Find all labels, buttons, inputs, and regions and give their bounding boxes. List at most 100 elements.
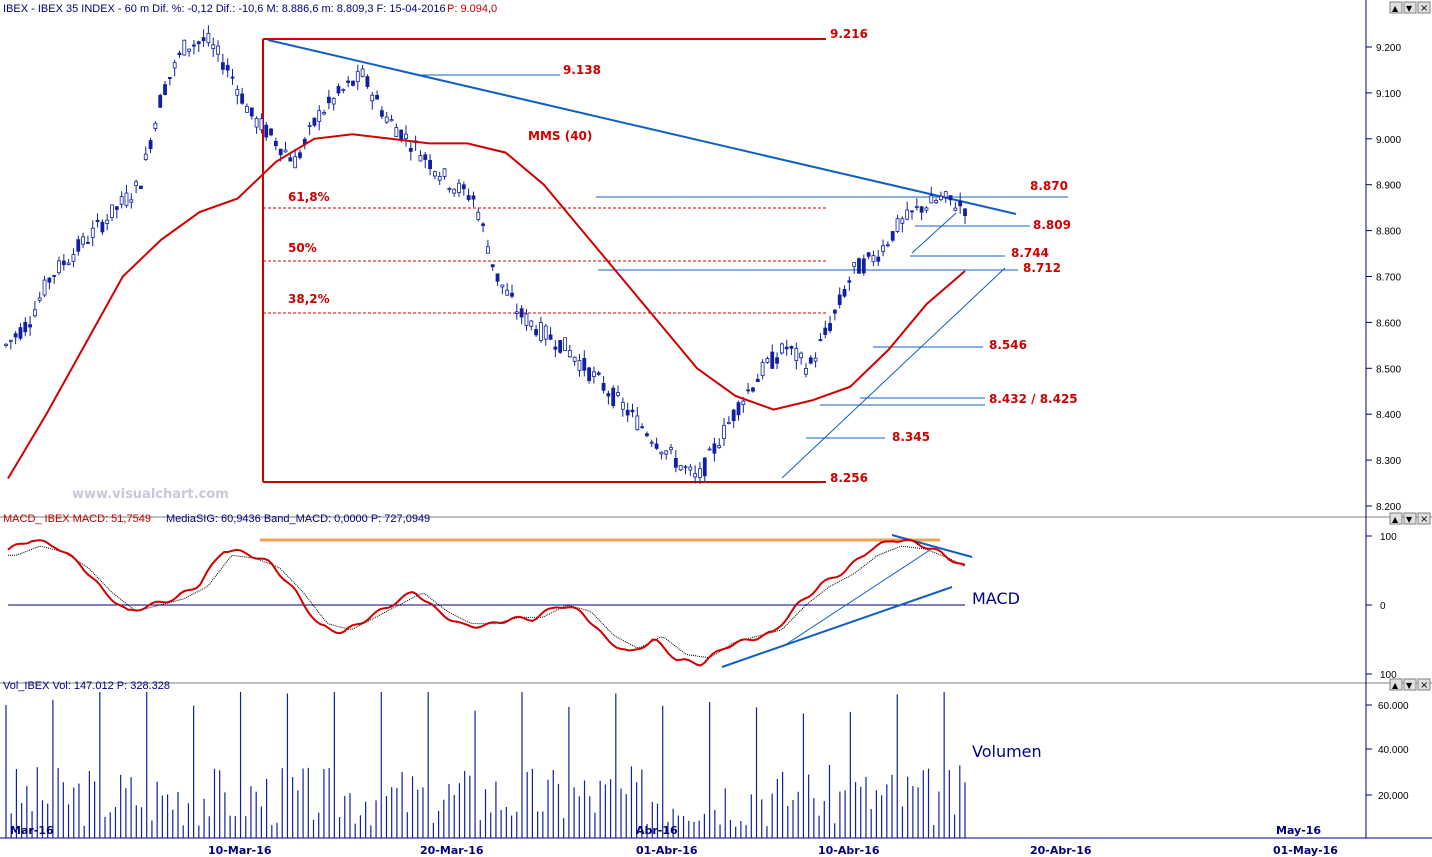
- candle-body: [539, 322, 543, 341]
- candle-body: [249, 107, 254, 117]
- vol-close-button[interactable]: [1417, 678, 1431, 691]
- macd-down-button[interactable]: [1403, 512, 1417, 525]
- candle-body: [399, 129, 404, 141]
- candle-body: [616, 392, 620, 396]
- candle-body: [37, 297, 42, 301]
- candle-body: [577, 360, 582, 371]
- candle-body: [172, 62, 177, 69]
- candle-body: [779, 343, 784, 354]
- candle-body: [33, 309, 37, 317]
- candle-body: [245, 105, 249, 113]
- up-icon: ▲: [1392, 4, 1399, 13]
- candle-body: [770, 351, 775, 369]
- candle-body: [746, 389, 751, 392]
- candle-body: [683, 466, 688, 469]
- candle-body: [876, 256, 881, 262]
- date-label-10abr: 10-Abr-16: [818, 844, 880, 857]
- close-icon: ×: [1420, 514, 1428, 525]
- candle-body: [596, 372, 601, 375]
- candle-body: [563, 337, 567, 352]
- candle-body: [61, 260, 66, 266]
- candle-body: [254, 117, 259, 128]
- price-tick-label: 8.700: [1376, 273, 1401, 284]
- level-label-9216: 9.216: [830, 27, 868, 41]
- candle-body: [587, 367, 592, 381]
- volume-panel-buttons: ▲ ▼ ×: [1389, 678, 1431, 691]
- macd-up-button[interactable]: [1389, 512, 1403, 525]
- candle-body: [379, 110, 384, 117]
- candle-body: [943, 191, 948, 198]
- price-tick-label: 9.200: [1376, 43, 1401, 54]
- mms-label: MMS (40): [528, 129, 592, 143]
- price-tick-label: 8.900: [1376, 181, 1401, 192]
- candle-body: [192, 44, 196, 47]
- candle-body: [611, 387, 616, 406]
- level-label-8870: 8.870: [1030, 179, 1068, 193]
- candle-body: [871, 255, 876, 263]
- candle-body: [712, 443, 717, 454]
- macd-close-button[interactable]: [1417, 512, 1431, 525]
- candle-body: [693, 473, 698, 478]
- level-label-8432-8425: 8.432 / 8.425: [989, 392, 1078, 406]
- volume-tick-label: 40.000: [1378, 745, 1409, 756]
- level-label-8809: 8.809: [1033, 218, 1071, 232]
- candle-body: [857, 258, 861, 274]
- candle-body: [818, 339, 823, 341]
- candle-body: [355, 71, 360, 83]
- close-panel-button[interactable]: [1417, 1, 1431, 14]
- vol-down-button[interactable]: [1403, 678, 1417, 691]
- candle-body: [8, 339, 13, 342]
- candle-body: [673, 457, 678, 468]
- candle-body: [148, 140, 153, 150]
- candle-body: [134, 181, 139, 186]
- candle-body: [717, 445, 722, 449]
- candle-body: [360, 68, 365, 77]
- candle-body: [110, 204, 114, 218]
- candle-body: [601, 382, 606, 391]
- candle-body: [457, 182, 461, 193]
- candle-body: [182, 39, 187, 56]
- candle-body: [630, 409, 635, 413]
- candle-body: [114, 206, 119, 210]
- month-label-may: May-16: [1276, 824, 1321, 837]
- candle-body: [519, 308, 524, 318]
- candle-body: [572, 356, 577, 362]
- candle-body: [919, 206, 924, 213]
- candle-body: [741, 400, 746, 406]
- level-label-8744: 8.744: [1011, 246, 1049, 260]
- candle-body: [461, 184, 466, 190]
- macd-downtrend-line: [891, 534, 973, 558]
- candle-body: [495, 273, 500, 282]
- mms-40-line: [7, 133, 966, 480]
- candle-body: [4, 343, 8, 346]
- level-label-8345: 8.345: [892, 430, 930, 444]
- candle-body: [808, 357, 813, 364]
- candle-body: [963, 208, 967, 216]
- candle-body: [326, 96, 331, 104]
- price-tick-label: 8.600: [1376, 318, 1401, 329]
- candle-body: [659, 451, 664, 455]
- candle-body: [375, 95, 379, 100]
- candle-body: [95, 219, 100, 222]
- candle-body: [664, 450, 669, 455]
- candle-body: [442, 168, 447, 177]
- scroll-up-button[interactable]: [1389, 1, 1403, 14]
- candle-body: [129, 199, 134, 203]
- candle-body: [288, 157, 293, 162]
- candle-body: [543, 325, 548, 340]
- candle-body: [153, 122, 158, 129]
- candle-body: [924, 207, 929, 211]
- vol-up-button[interactable]: [1389, 678, 1403, 691]
- scroll-down-button[interactable]: [1403, 1, 1417, 14]
- candle-body: [476, 211, 481, 220]
- price-tick-label: 8.200: [1376, 502, 1401, 513]
- candle-body: [731, 409, 736, 422]
- candle-body: [235, 89, 240, 96]
- candle-body: [389, 119, 394, 122]
- candle-body: [269, 128, 273, 136]
- candle-body: [726, 421, 731, 424]
- volume-label: Volumen: [972, 742, 1042, 761]
- candle-body: [351, 80, 355, 86]
- candle-body: [486, 246, 490, 254]
